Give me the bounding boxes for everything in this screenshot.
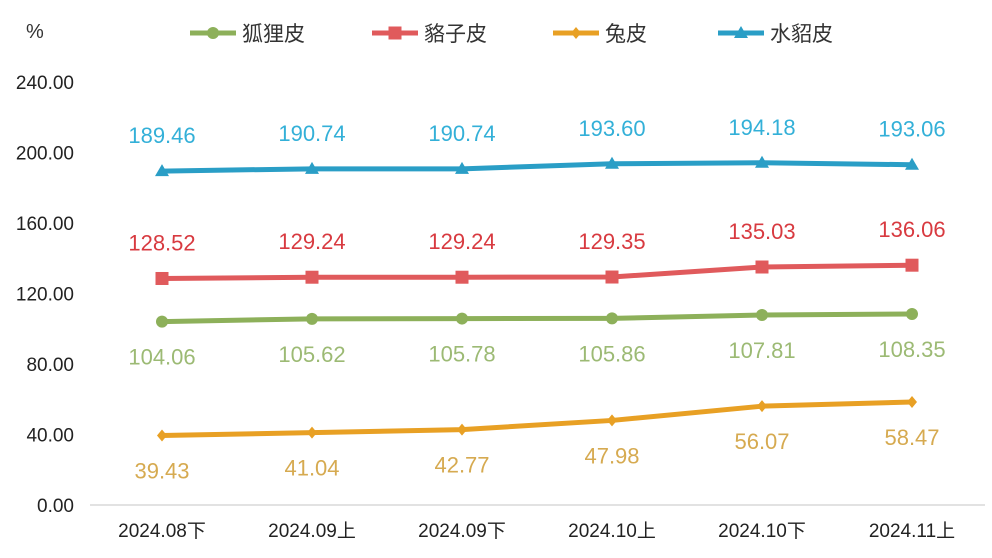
- x-axis: 2024.08下 2024.09上 2024.09下 2024.10上 2024.10下…: [118, 520, 955, 542]
- data-point-circle: [306, 312, 318, 325]
- legend-label: 水貂皮: [770, 23, 833, 46]
- series-0: 104.06 105.62 105.78 105.86 107.81 108.35: [128, 308, 946, 370]
- series-2: 39.43 41.04 42.77 47.98 56.07 58.47: [134, 395, 940, 484]
- data-label: 47.98: [584, 443, 639, 468]
- data-point-triangle: [155, 164, 169, 177]
- y-tick-label: 240.00: [16, 73, 74, 94]
- data-point-circle: [606, 312, 618, 325]
- data-label: 56.07: [734, 429, 789, 454]
- data-point-diamond: [457, 423, 467, 436]
- series-line: [161, 160, 913, 174]
- data-point-diamond: [157, 429, 167, 442]
- legend-triangle-marker: [734, 26, 748, 38]
- legend-item: 水貂皮: [718, 23, 833, 46]
- legend-square-marker: [388, 26, 402, 40]
- data-label: 129.24: [278, 229, 345, 254]
- data-label: 190.74: [278, 121, 345, 146]
- data-point-square: [755, 260, 769, 274]
- y-tick-label: 0.00: [37, 496, 74, 517]
- data-label: 58.47: [884, 425, 939, 450]
- y-axis: 0.00 40.00 80.00 120.00 160.00 200.00 240.00: [16, 73, 74, 517]
- legend-label: 狐狸皮: [242, 23, 305, 46]
- data-point-diamond: [607, 414, 617, 427]
- plot-area: 104.06 105.62 105.78 105.86 107.81 108.35 128.…: [128, 115, 945, 484]
- legend-item: 兔皮: [553, 23, 647, 46]
- data-label: 128.52: [128, 230, 195, 255]
- series-line: [161, 399, 913, 439]
- x-tick-label: 2024.09下: [418, 521, 506, 542]
- legend-item: 狐狸皮: [190, 23, 305, 46]
- data-point-circle: [156, 315, 168, 328]
- legend-label: 兔皮: [605, 23, 647, 46]
- x-tick-label: 2024.10上: [568, 520, 656, 542]
- legend-item: 貉子皮: [372, 23, 487, 46]
- data-label: 105.62: [278, 342, 345, 367]
- legend-circle-marker: [207, 27, 219, 39]
- data-point-square: [305, 270, 319, 284]
- y-axis-unit-label: %: [26, 21, 44, 43]
- data-point-triangle: [905, 157, 919, 170]
- data-point-triangle: [305, 161, 319, 174]
- x-tick-label: 2024.11上: [869, 520, 955, 542]
- y-tick-label: 160.00: [16, 214, 74, 235]
- data-label: 107.81: [728, 338, 795, 363]
- data-label: 135.03: [728, 219, 795, 244]
- data-point-triangle: [455, 161, 469, 174]
- data-label: 189.46: [128, 123, 195, 148]
- data-point-circle: [456, 312, 468, 325]
- data-point-circle: [756, 308, 768, 321]
- data-point-circle: [906, 308, 918, 321]
- data-label: 193.60: [578, 116, 645, 141]
- series-line: [161, 311, 913, 325]
- data-point-square: [905, 258, 919, 272]
- data-point-triangle: [755, 155, 769, 168]
- data-point-diamond: [757, 400, 767, 413]
- data-label: 41.04: [284, 456, 339, 481]
- data-label: 190.74: [428, 121, 495, 146]
- y-tick-label: 80.00: [26, 355, 74, 376]
- y-tick-label: 40.00: [26, 426, 74, 447]
- data-point-diamond: [907, 395, 917, 408]
- data-label: 104.06: [128, 345, 195, 370]
- data-label: 108.35: [878, 337, 945, 362]
- legend: 狐狸皮 貉子皮 兔皮 水貂皮: [190, 23, 833, 46]
- data-label: 105.86: [578, 341, 645, 366]
- y-tick-label: 200.00: [16, 144, 74, 165]
- data-label: 194.18: [728, 115, 795, 140]
- data-point-triangle: [605, 156, 619, 169]
- legend-diamond-marker: [571, 27, 581, 39]
- y-tick-label: 120.00: [16, 285, 74, 306]
- data-point-diamond: [307, 426, 317, 439]
- series-1: 128.52 129.24 129.24 129.35 135.03 136.06: [128, 217, 946, 285]
- x-tick-label: 2024.09上: [268, 520, 356, 542]
- x-tick-label: 2024.10下: [718, 521, 806, 542]
- data-label: 39.43: [134, 459, 189, 484]
- data-label: 42.77: [434, 453, 489, 478]
- data-point-square: [155, 271, 169, 285]
- data-point-square: [605, 270, 619, 284]
- series-line: [161, 262, 913, 281]
- data-label: 105.78: [428, 342, 495, 367]
- data-point-square: [455, 270, 469, 284]
- data-label: 129.24: [428, 229, 495, 254]
- data-label: 193.06: [878, 117, 945, 142]
- series-3: 189.46 190.74 190.74 193.60 194.18 193.06: [128, 115, 946, 177]
- legend-label: 貉子皮: [424, 23, 487, 46]
- data-label: 136.06: [878, 217, 945, 242]
- x-tick-label: 2024.08下: [118, 521, 206, 542]
- data-label: 129.35: [578, 229, 645, 254]
